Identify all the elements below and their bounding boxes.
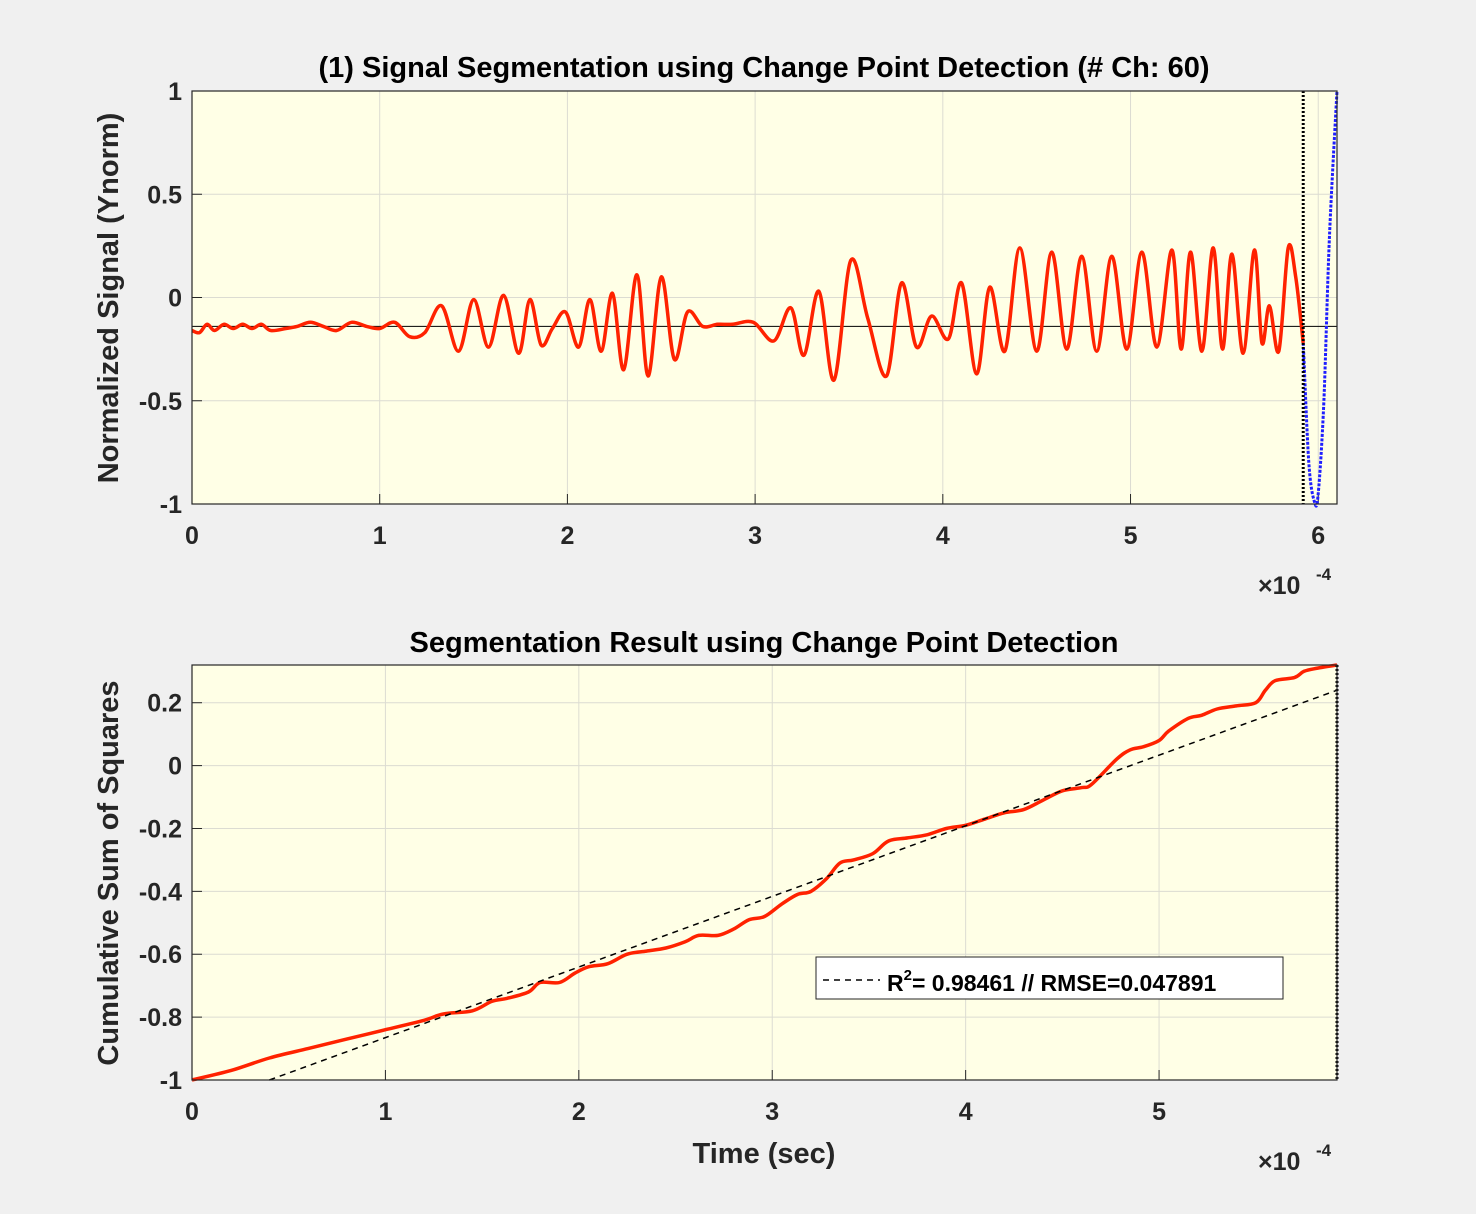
x-exponent-power-result: -4 [1316, 1141, 1332, 1160]
plot-area-result [192, 665, 1337, 1080]
x-tick-labels-signal: 0 1 2 3 4 5 6 [185, 522, 1325, 550]
x-exponent-result: ×10 -4 [1258, 1141, 1332, 1176]
signal-line-red [191, 243, 1305, 382]
y-tick-label: -0.5 [139, 388, 182, 416]
x-tick-label: 3 [765, 1098, 779, 1126]
fit-line-dashed [269, 689, 1338, 1081]
y-tick-label: -0.6 [139, 941, 182, 969]
y-tick-label: -1 [160, 1067, 182, 1095]
x-tick-label: 0 [185, 522, 199, 550]
x-tick-labels-result: 0 1 2 3 4 5 [185, 1098, 1166, 1126]
x-tick-label: 3 [748, 522, 762, 550]
x-tick-label: 0 [185, 1098, 199, 1126]
x-tick-label: 6 [1311, 522, 1325, 550]
y-tick-label: -0.2 [139, 815, 182, 843]
y-tick-label: -1 [160, 491, 182, 519]
x-exponent-power-signal: -4 [1316, 565, 1332, 584]
legend-entry-label: R2= 0.98461 // RMSE=0.047891 [887, 967, 1217, 996]
axes-box-result [191, 664, 1338, 1081]
legend-stats-text: = 0.98461 // RMSE=0.047891 [912, 970, 1217, 996]
chart-signal-segmentation: 0 1 2 3 4 5 6 -1 -0.5 0 0.5 1 (1) Signal Segmentat… [93, 52, 1339, 600]
legend-r-text: R [887, 970, 904, 996]
x-tick-label: 4 [959, 1098, 973, 1126]
chart-title-signal: (1) Signal Segmentation using Change Poi… [318, 52, 1209, 84]
x-tick-label: 2 [560, 522, 574, 550]
chart-title-result: Segmentation Result using Change Point D… [410, 627, 1119, 659]
x-exponent-base-signal: ×10 [1258, 572, 1300, 600]
y-tick-label: 0 [168, 753, 182, 781]
legend-box [815, 956, 1284, 1000]
legend-r-superscript: 2 [904, 967, 912, 984]
y-tick-label: -0.4 [139, 878, 182, 906]
signal-line-blue [1301, 90, 1339, 508]
y-tick-label: 0 [168, 285, 182, 313]
y-axis-label-signal: Normalized Signal (Ynorm) [93, 113, 125, 484]
y-axis-label-result: Cumulative Sum of Squares [93, 680, 125, 1065]
signal-line-red [191, 663, 1338, 1082]
x-exponent-base-result: ×10 [1258, 1148, 1300, 1176]
x-tick-label: 1 [373, 522, 387, 550]
x-tick-label: 4 [936, 522, 950, 550]
y-tick-labels-signal: -1 -0.5 0 0.5 1 [139, 78, 182, 519]
x-tick-label: 2 [572, 1098, 586, 1126]
legend[interactable]: R2= 0.98461 // RMSE=0.047891 [815, 956, 1284, 1000]
y-tick-label: 0.5 [147, 181, 182, 209]
x-tick-label: 1 [378, 1098, 392, 1126]
x-axis-label-result: Time (sec) [693, 1138, 836, 1170]
x-exponent-signal: ×10 -4 [1258, 565, 1332, 600]
chart-segmentation-result: 0 1 2 3 4 5 -1 -0.8 -0.6 -0.4 -0.2 0 0.2 Segmentati… [93, 627, 1339, 1176]
y-tick-label: 0.2 [147, 690, 182, 718]
x-tick-label: 5 [1152, 1098, 1166, 1126]
y-tick-label: 1 [168, 78, 182, 106]
x-tick-label: 5 [1124, 522, 1138, 550]
series-group-signal [191, 90, 1339, 508]
y-tick-label: -0.8 [139, 1004, 182, 1032]
axes-box-signal [191, 90, 1338, 505]
y-tick-labels-result: -1 -0.8 -0.6 -0.4 -0.2 0 0.2 [139, 690, 182, 1095]
